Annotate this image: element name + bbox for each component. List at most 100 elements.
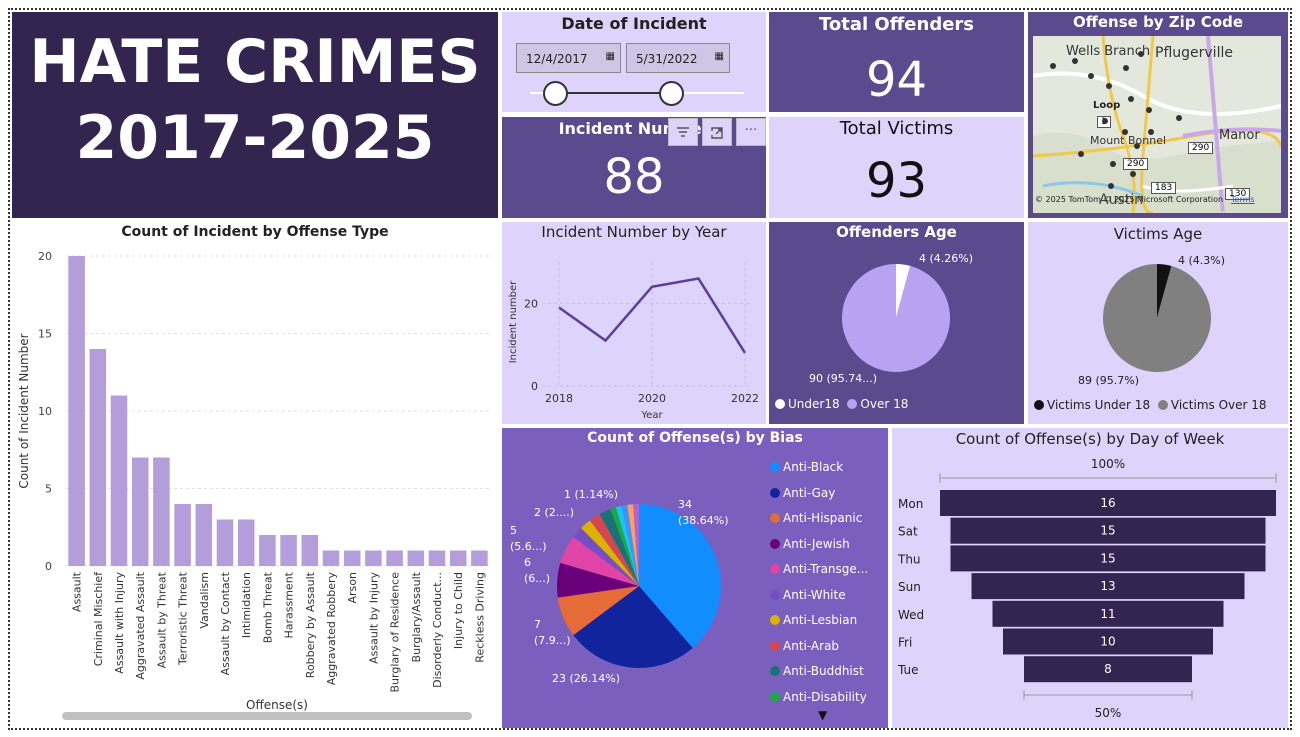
horizontal-scrollbar[interactable] xyxy=(62,712,472,720)
start-date-value: 12/4/2017 xyxy=(526,52,588,66)
bar xyxy=(428,550,446,566)
incident-by-year-line-chart: Incident Number by Year 2018 2020 2022 0 20 Y… xyxy=(502,222,766,424)
bar xyxy=(110,395,128,566)
legend-item[interactable]: Anti-Buddhist xyxy=(770,664,864,678)
bar xyxy=(153,457,170,566)
data-label: 5 xyxy=(510,524,517,537)
y-tick-label: 10 xyxy=(38,405,52,418)
map-attribution: © 2025 TomTom © 2025 Microsoft Corporati… xyxy=(1035,195,1224,204)
date-slider-end-handle[interactable] xyxy=(659,81,684,106)
legend-item[interactable]: Anti-Black xyxy=(770,460,843,474)
date-slider-start-handle[interactable] xyxy=(543,81,568,106)
offenders-age-title: Offenders Age xyxy=(836,223,957,241)
legend-item[interactable]: Anti-Transge... xyxy=(770,562,868,576)
pie-slice xyxy=(581,520,639,586)
pie-slice xyxy=(842,264,950,372)
legend-dot xyxy=(770,691,780,702)
legend-item[interactable]: Anti-Jewish xyxy=(770,537,850,551)
line-chart-title: Incident Number by Year xyxy=(541,223,727,241)
y-tick-label: 15 xyxy=(38,328,52,341)
funnel-value: 15 xyxy=(1100,551,1115,565)
map-label-mount-bonnel: Mount Bonnel xyxy=(1090,134,1167,147)
legend-item[interactable]: Anti-Disability xyxy=(770,690,867,704)
legend-label: Anti-Disability xyxy=(783,689,867,704)
x-axis-label: Year xyxy=(640,410,663,421)
x-tick-label: Bomb Threat xyxy=(261,571,274,643)
legend-dot xyxy=(1034,400,1044,410)
funnel-bar xyxy=(940,490,1276,516)
legend-under18: Under18 xyxy=(788,397,840,411)
bar xyxy=(131,457,149,566)
filter-icon[interactable] xyxy=(668,118,698,146)
bar xyxy=(343,550,361,566)
funnel-category: Mon xyxy=(898,497,923,511)
end-date-input[interactable]: 5/31/2022 ▦ xyxy=(626,43,730,73)
legend-dot xyxy=(1157,400,1168,410)
line-chart-svg: 2018 2020 2022 0 20 Year Incident number xyxy=(508,262,759,421)
date-slicer: Date of Incident 12/4/2017 ▦ 5/31/2022 ▦ xyxy=(502,12,766,112)
focus-mode-icon[interactable] xyxy=(702,118,732,146)
start-date-input[interactable]: 12/4/2017 ▦ xyxy=(516,43,621,73)
map-label-pflugerville: Pflugerville xyxy=(1155,45,1233,61)
pie-slice xyxy=(1103,264,1211,372)
road-marker: 183 xyxy=(1151,182,1177,194)
funnel-bottom-label: 50% xyxy=(1095,706,1122,720)
legend-scroll-down-icon[interactable]: ▼ xyxy=(818,708,828,722)
legend-label: Anti-Gay xyxy=(783,485,836,500)
funnel-value: 13 xyxy=(1100,579,1115,593)
x-tick-label: Injury to Child xyxy=(452,572,465,649)
calendar-icon[interactable]: ▦ xyxy=(714,51,724,62)
victims-legend: Victims Under 18 Victims Over 18 xyxy=(1034,398,1267,412)
bar xyxy=(68,256,85,566)
date-slicer-title: Date of Incident xyxy=(561,14,707,33)
bar xyxy=(237,519,255,566)
funnel-category: Thu xyxy=(897,552,921,566)
x-tick-label: Harassment xyxy=(283,571,296,638)
total-offenders-label: Total Offenders xyxy=(818,14,975,35)
road-marker: 130 xyxy=(1225,188,1251,200)
offenders-pie-svg: 4 (4.26%) 90 (95.74...) xyxy=(809,252,973,385)
legend-dot xyxy=(770,462,780,472)
zip-code-map[interactable]: Wells Branch Pflugerville Manor Mount Bo… xyxy=(1033,36,1281,213)
x-tick-label: Burglary of Residence xyxy=(389,572,402,693)
y-tick-label: 20 xyxy=(524,297,538,310)
more-options-button[interactable]: ··· xyxy=(736,118,766,146)
legend-item[interactable]: Anti-White xyxy=(770,588,846,602)
legend-label: Anti-Hispanic xyxy=(783,511,863,525)
legend-dot xyxy=(770,538,780,549)
pie-slice xyxy=(557,586,639,636)
data-label: 2 (2....) xyxy=(534,506,574,519)
dashboard-title-line2: 2017-2025 xyxy=(75,103,435,173)
legend-item[interactable]: Anti-Arab xyxy=(770,639,839,653)
bar xyxy=(259,535,276,566)
legend-item[interactable]: Anti-Lesbian xyxy=(770,613,857,627)
legend-item[interactable]: Anti-Hispanic xyxy=(770,511,862,525)
x-tick-label: Robbery by Assault xyxy=(304,571,317,678)
data-label: (6...) xyxy=(524,572,550,585)
victims-pie-svg: 4 (4.3%) 89 (95.7%) xyxy=(1078,254,1225,387)
total-victims-card: Total Victims 93 xyxy=(769,117,1024,218)
pie-slice xyxy=(557,562,639,598)
legend-label: Anti-Jewish xyxy=(783,536,850,551)
road-marker: 290 xyxy=(1188,142,1214,154)
legend-label: Anti-Arab xyxy=(783,638,840,653)
y-tick-label: 5 xyxy=(45,483,52,496)
map-terms-link[interactable]: Terms xyxy=(1231,195,1255,204)
calendar-icon[interactable]: ▦ xyxy=(605,51,615,62)
legend-dot xyxy=(770,589,780,600)
map-label-austin: Austin xyxy=(1099,192,1143,208)
victims-age-title: Victims Age xyxy=(1113,225,1203,243)
map-title: Offense by Zip Code xyxy=(1072,13,1244,31)
y-axis-label: Count of Incident Number xyxy=(17,333,31,488)
legend-dot xyxy=(770,564,780,574)
legend-label: Anti-Buddhist xyxy=(783,664,864,678)
x-tick-label: Reckless Driving xyxy=(473,572,486,663)
pie-slice xyxy=(896,264,911,318)
x-tick-label: Intimidation xyxy=(240,572,253,638)
funnel-value: 8 xyxy=(1104,662,1112,676)
day-of-week-funnel-chart: Count of Offense(s) by Day of Week 100% 1… xyxy=(892,428,1288,728)
legend-item[interactable]: Anti-Gay xyxy=(770,486,835,500)
funnel-bar xyxy=(950,545,1266,572)
bar xyxy=(365,550,382,566)
pie-slice xyxy=(573,586,693,668)
